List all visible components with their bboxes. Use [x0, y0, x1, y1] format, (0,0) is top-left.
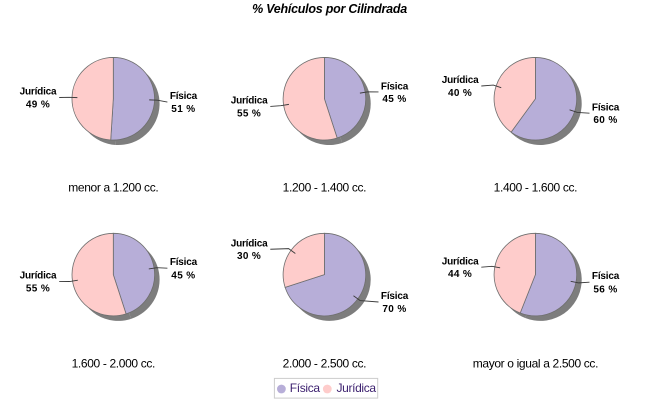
svg-text:Física: Física [592, 271, 620, 282]
svg-text:51 %: 51 % [171, 104, 195, 115]
svg-text:40 %: 40 % [448, 88, 472, 99]
svg-text:70 %: 70 % [382, 304, 406, 315]
svg-text:Física: Física [290, 381, 321, 395]
svg-text:Jurídica: Jurídica [442, 256, 479, 267]
svg-text:56 %: 56 % [593, 284, 617, 295]
svg-text:44 %: 44 % [448, 269, 472, 280]
svg-text:55 %: 55 % [26, 284, 50, 295]
svg-text:Jurídica: Jurídica [20, 87, 57, 98]
svg-text:% Vehículos por Cilindrada: % Vehículos por Cilindrada [252, 2, 407, 16]
svg-text:mayor o igual a 2.500 cc.: mayor o igual a 2.500 cc. [473, 356, 598, 370]
svg-text:Física: Física [592, 102, 620, 113]
svg-text:Jurídica: Jurídica [231, 96, 268, 107]
svg-text:45 %: 45 % [171, 270, 195, 281]
svg-text:Jurídica: Jurídica [231, 239, 268, 250]
svg-text:Jurídica: Jurídica [442, 75, 479, 86]
svg-text:1.200 - 1.400 cc.: 1.200 - 1.400 cc. [283, 181, 366, 195]
svg-text:30 %: 30 % [237, 251, 261, 262]
svg-text:49 %: 49 % [26, 100, 50, 111]
svg-text:Física: Física [381, 81, 409, 92]
svg-text:1.600 - 2.000 cc.: 1.600 - 2.000 cc. [72, 356, 155, 370]
svg-text:45 %: 45 % [382, 94, 406, 105]
svg-text:Física: Física [170, 257, 198, 268]
svg-text:Jurídica: Jurídica [20, 270, 57, 281]
svg-text:Física: Física [170, 91, 198, 102]
svg-text:menor a 1.200 cc.: menor a 1.200 cc. [68, 181, 158, 195]
svg-text:55 %: 55 % [237, 109, 261, 120]
svg-text:60 %: 60 % [593, 115, 617, 126]
svg-text:Jurídica: Jurídica [337, 381, 377, 395]
svg-text:Física: Física [381, 291, 409, 302]
svg-text:1.400 - 1.600 cc.: 1.400 - 1.600 cc. [494, 181, 577, 195]
svg-text:2.000 - 2.500 cc.: 2.000 - 2.500 cc. [283, 356, 366, 370]
